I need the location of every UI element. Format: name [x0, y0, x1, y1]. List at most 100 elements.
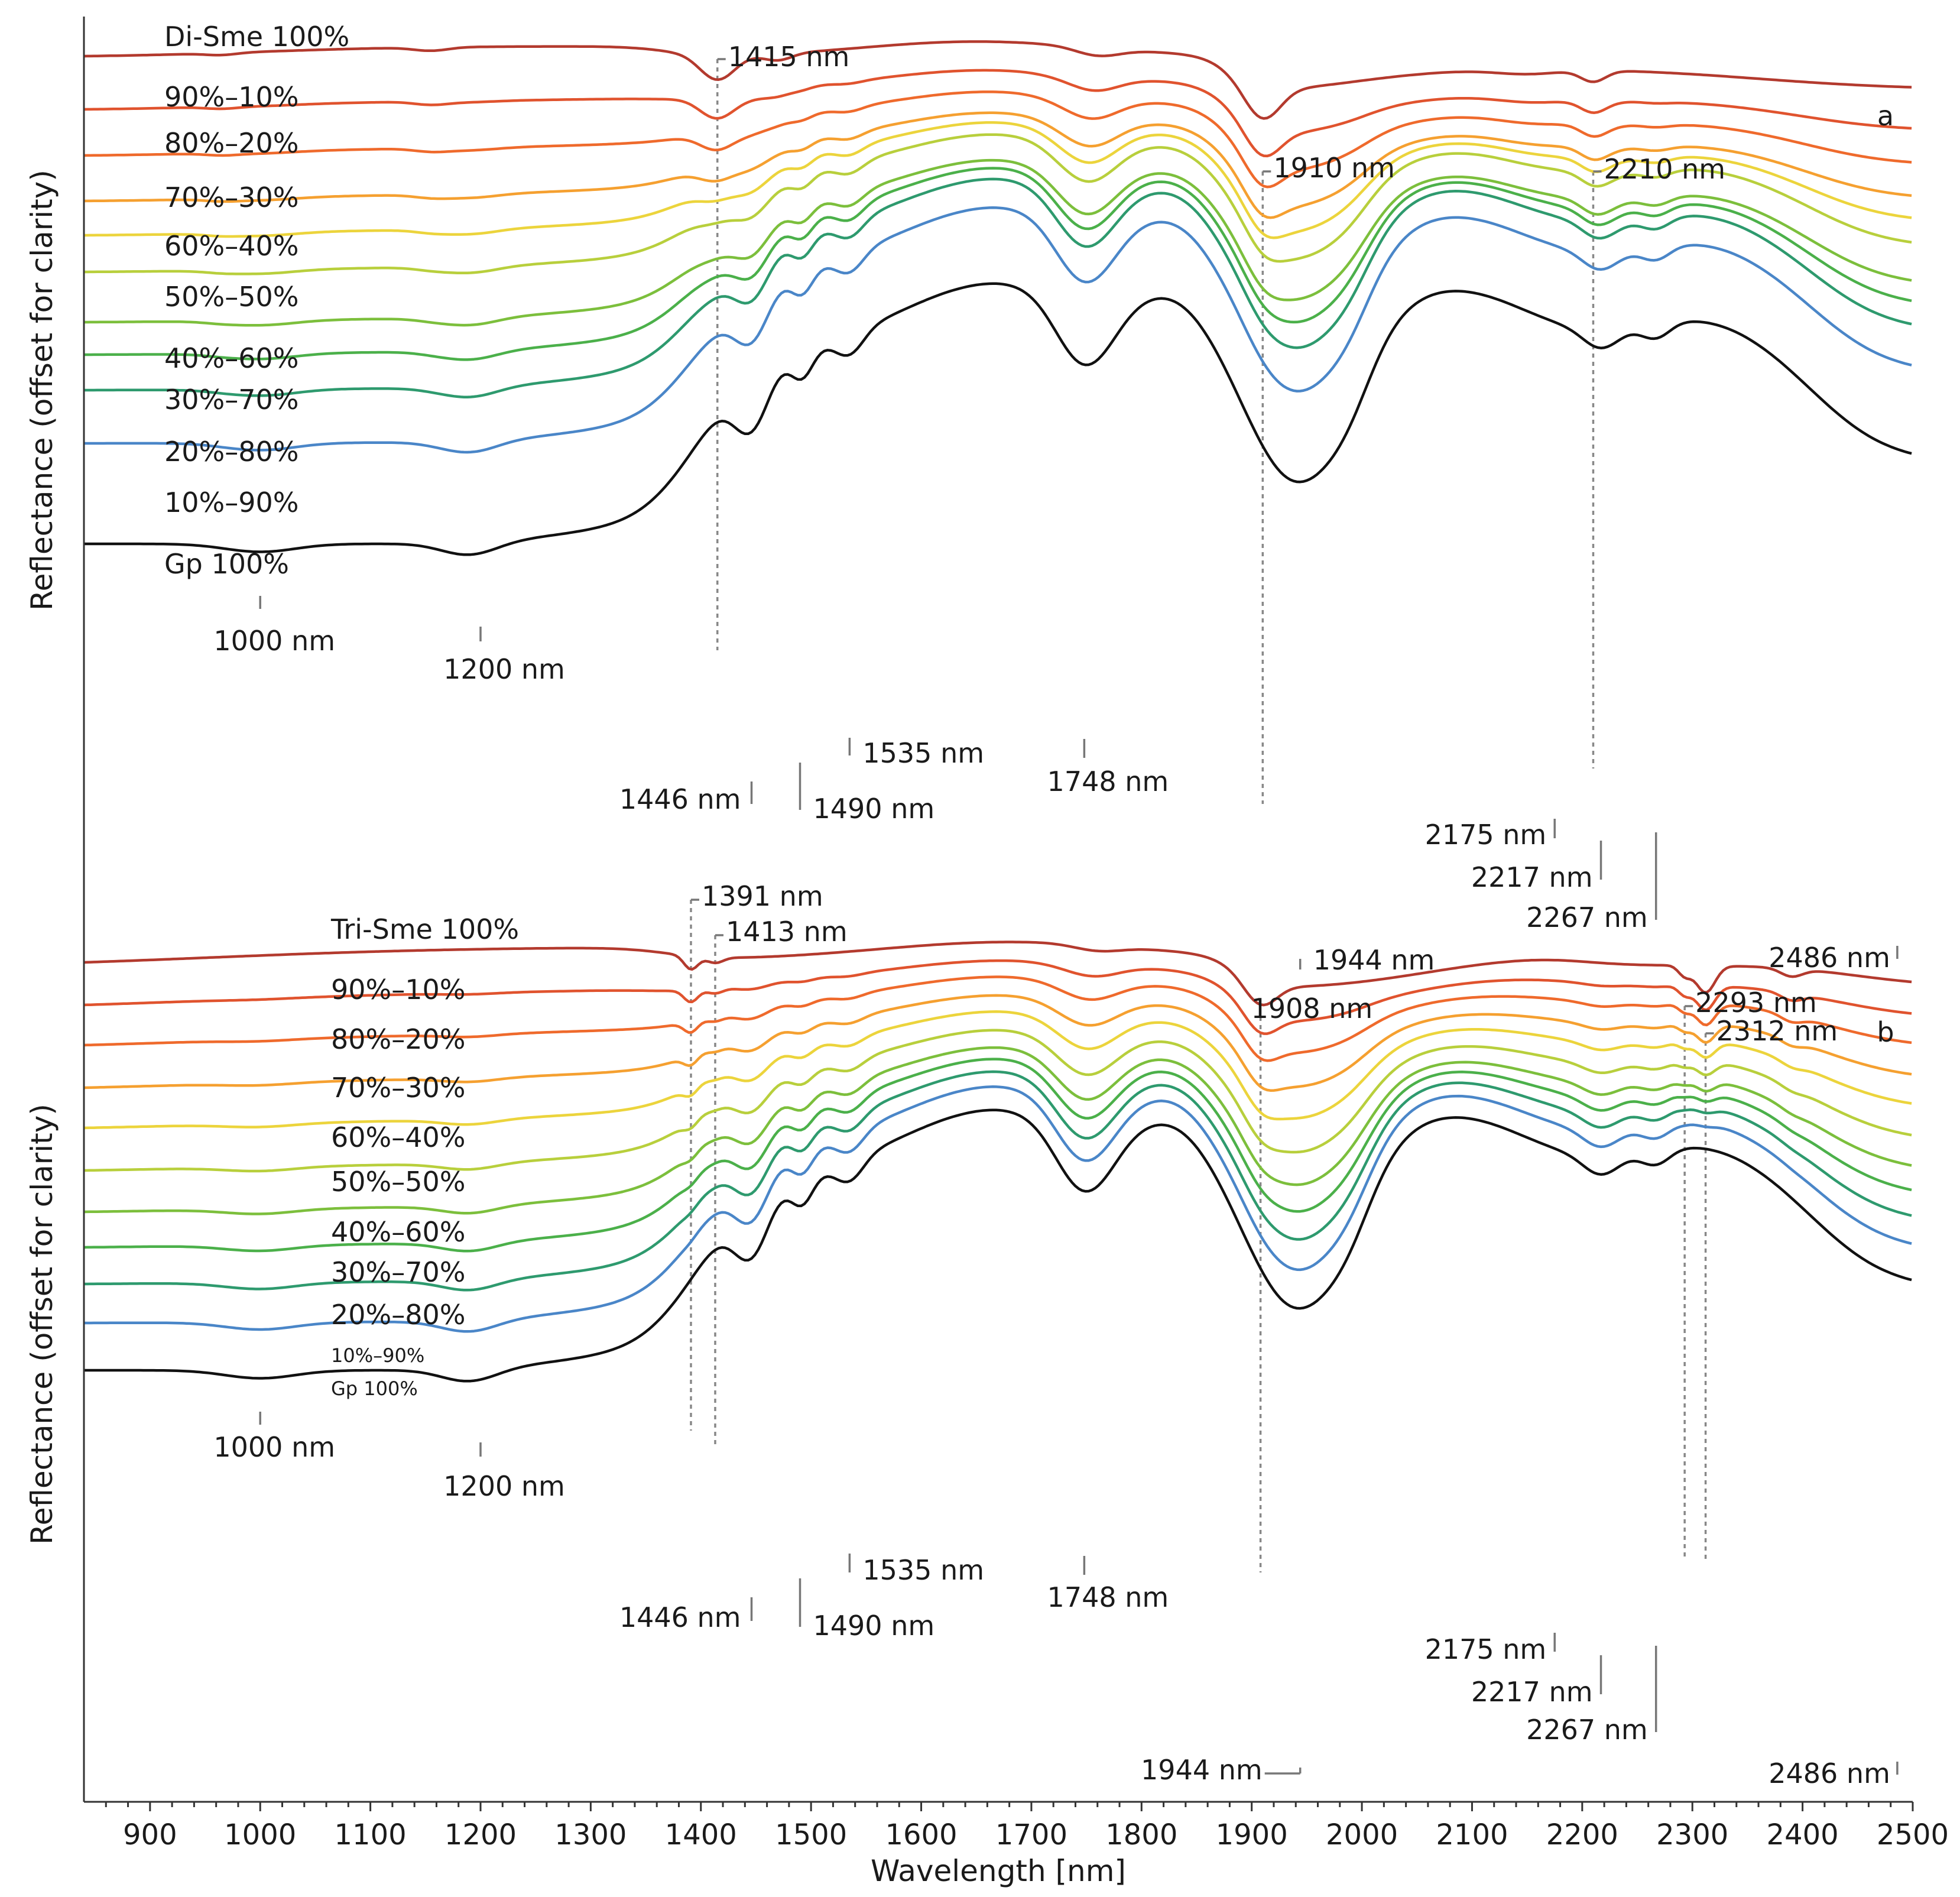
series-label-b-4: 70%–30% [331, 1072, 465, 1104]
ann-b-2217: 2217 nm [1471, 1676, 1593, 1708]
series-line-b-2 [83, 959, 1912, 1035]
series-line-a-4 [83, 111, 1912, 219]
series-line-a-3 [83, 90, 1912, 189]
ann-a-2210: 2210 nm [1604, 153, 1725, 185]
x-tick-label-1000: 1000 [224, 1818, 296, 1851]
ann-b-2267: 2267 nm [1526, 1714, 1648, 1746]
series-label-a-7: 40%–60% [164, 342, 298, 374]
y-axis-title-b: Reflectance (offset for clarity) [25, 1104, 59, 1545]
ann-b-2312: 2312 nm [1716, 1015, 1838, 1047]
x-tick-label-2300: 2300 [1656, 1818, 1728, 1851]
series-line-b-8 [83, 1058, 1912, 1253]
y-axis-title-a: Reflectance (offset for clarity) [25, 170, 59, 611]
ann-b-1748: 1748 nm [1047, 1581, 1169, 1613]
ann-a-1415: 1415 nm [728, 41, 850, 73]
series-label-a-6: 50%–50% [164, 281, 298, 313]
ann-b-2486: 2486 nm [1768, 1757, 1890, 1789]
x-tick-label-1300: 1300 [554, 1818, 627, 1851]
series-line-a-5 [84, 121, 1912, 239]
series-line-a-9 [84, 177, 1912, 398]
ann-a-2175: 2175 nm [1425, 819, 1547, 851]
panel-letter-b: b [1877, 1016, 1894, 1048]
series-label-b-2: 90%–10% [331, 974, 465, 1006]
series-line-a-7 [84, 158, 1912, 327]
ann-a-1200: 1200 nm [443, 653, 565, 685]
series-label-b-11: Gp 100% [331, 1377, 418, 1400]
series-label-a-9: 20%–80% [164, 436, 298, 468]
x-tick-label-1200: 1200 [444, 1818, 517, 1851]
ann-b-1200: 1200 nm [443, 1470, 565, 1502]
ann-a-2267: 2267 nm [1526, 902, 1648, 933]
series-line-b-7 [83, 1046, 1912, 1215]
band-annotations: 1415 nm 1910 nm 2210 nm 1000 nm 1200 nm 1446 … [213, 41, 1899, 1789]
x-tick-label-2200: 2200 [1546, 1818, 1618, 1851]
x-tick-label-2500: 2500 [1877, 1818, 1949, 1851]
panel-letter-a: a [1877, 100, 1894, 132]
series-label-b-6: 50%–50% [331, 1166, 465, 1198]
ann-a-1535: 1535 nm [862, 737, 984, 769]
series-label-b-9: 20%–80% [331, 1299, 465, 1331]
series-label-a-4: 70%–30% [164, 181, 298, 213]
ann-a-1446: 1446 nm [619, 783, 741, 815]
series-line-b-3 [83, 975, 1912, 1062]
ann-b-1490: 1490 nm [813, 1610, 935, 1642]
ann-a-1910: 1910 nm [1273, 152, 1395, 184]
series-label-b-1: Tri-Sme 100% [330, 913, 519, 945]
ann-b-1908: 1908 nm [1251, 993, 1373, 1024]
series-label-a-3: 80%–20% [164, 127, 298, 159]
series-label-a-8: 30%–70% [164, 384, 298, 416]
ann-b-1446: 1446 nm [619, 1601, 741, 1633]
series-label-a-5: 60%–40% [164, 230, 298, 262]
ann-a-1748: 1748 nm [1047, 766, 1169, 797]
x-tick-label-2400: 2400 [1767, 1818, 1839, 1851]
x-tick-label-2000: 2000 [1326, 1818, 1398, 1851]
ann-b-1535: 1535 nm [862, 1554, 984, 1586]
ann-b-1391: 1391 nm [702, 880, 823, 912]
series-line-a-11 [84, 282, 1912, 556]
series-label-a-2: 90%–10% [164, 81, 298, 113]
series-label-a-1: Di-Sme 100% [164, 21, 349, 53]
x-tick-label-1500: 1500 [775, 1818, 847, 1851]
series-line-b-1 [83, 941, 1912, 1007]
ann-a-2486: 2486 nm [1768, 942, 1890, 974]
ann-a-1944: 1944 nm [1313, 944, 1435, 976]
series-label-a-10: 10%–90% [164, 487, 298, 518]
ann-b-1413: 1413 nm [726, 916, 848, 948]
x-tick-label-2100: 2100 [1436, 1818, 1508, 1851]
series-label-b-3: 80%–20% [331, 1023, 465, 1055]
series-line-b-9 [84, 1070, 1912, 1292]
series-label-b-8: 30%–70% [331, 1256, 465, 1288]
axes: 900 1000 1100 1200 1300 1400 1500 1600 1700 1800 1… [25, 17, 1949, 1888]
x-tick-label-900: 900 [123, 1818, 177, 1851]
series-line-b-11 [84, 1108, 1912, 1383]
series-line-b-10 [84, 1085, 1912, 1333]
ann-b-2293: 2293 nm [1695, 987, 1817, 1019]
series-line-a-1 [83, 40, 1912, 120]
x-tick-label-1400: 1400 [665, 1818, 737, 1851]
series-line-b-6 [83, 1029, 1912, 1173]
series-label-b-7: 40%–60% [331, 1216, 465, 1248]
series-line-b-5 [83, 1010, 1912, 1130]
x-tick-label-1800: 1800 [1105, 1818, 1177, 1851]
ann-b-1000: 1000 nm [213, 1431, 335, 1463]
series-line-a-2 [83, 69, 1912, 158]
ann-b-1944: 1944 nm [1141, 1754, 1263, 1786]
series-labels: Di-Sme 100% 90%–10% 80%–20% 70%–30% 60%–40% 5… [164, 21, 519, 1400]
series-line-a-10 [84, 206, 1912, 454]
ann-b-2175: 2175 nm [1425, 1633, 1547, 1665]
series-line-a-8 [84, 167, 1912, 361]
series-line-b-4 [83, 994, 1912, 1092]
x-axis-title: Wavelength [nm] [871, 1854, 1126, 1888]
series-label-b-10: 10%–90% [331, 1344, 424, 1367]
ann-a-2217: 2217 nm [1471, 861, 1593, 893]
x-tick-label-1700: 1700 [995, 1818, 1067, 1851]
spectra-series [83, 40, 1912, 1383]
x-tick-label-1900: 1900 [1216, 1818, 1288, 1851]
x-tick-label-1100: 1100 [335, 1818, 407, 1851]
series-label-b-5: 60%–40% [331, 1121, 465, 1153]
series-label-a-11: Gp 100% [164, 548, 289, 580]
x-tick-label-1600: 1600 [885, 1818, 957, 1851]
series-line-a-6 [84, 133, 1912, 275]
